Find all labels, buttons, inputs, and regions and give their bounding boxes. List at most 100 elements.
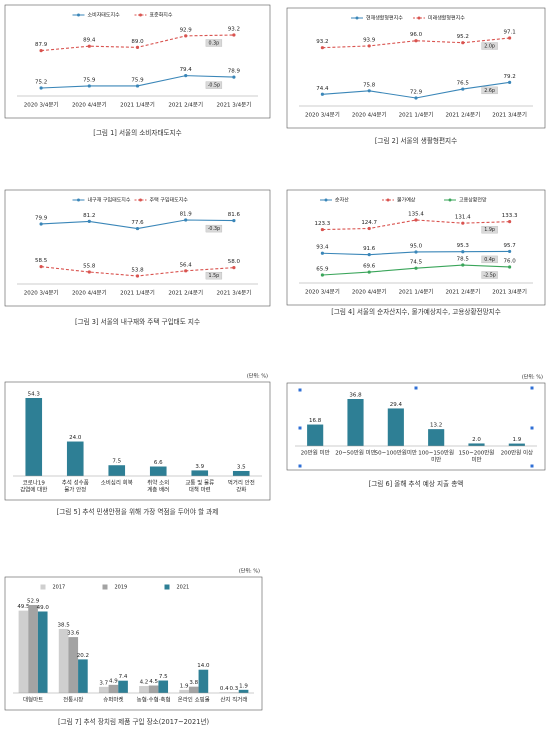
value-label: 95.2 <box>457 34 469 40</box>
value-label: 54.3 <box>28 392 41 398</box>
value-label: 135.4 <box>408 212 424 218</box>
value-label: 92.9 <box>180 27 193 33</box>
legend-label: 소비자태도지수 <box>88 12 121 19</box>
value-label: 97.1 <box>503 30 515 36</box>
bar <box>118 680 128 693</box>
bar <box>219 692 230 693</box>
point <box>508 80 512 84</box>
point <box>87 270 91 274</box>
category-label: 2021 1/4분기 <box>399 111 434 119</box>
annotation: 2.6p <box>484 88 495 94</box>
bar <box>188 686 199 693</box>
bar <box>191 470 209 476</box>
point <box>320 251 324 255</box>
category-label: 2020 3/4분기 <box>24 289 59 297</box>
value-label: 7.5 <box>159 674 168 680</box>
category-label: 200만원 이상 <box>501 449 534 457</box>
point <box>39 86 43 90</box>
value-label: 124.7 <box>361 220 377 226</box>
category-label: 먹거리 안전 <box>228 479 255 487</box>
value-label: 58.5 <box>35 258 48 264</box>
value-label: 0.4 <box>220 686 229 692</box>
value-label: 75.9 <box>131 77 144 83</box>
point <box>367 44 371 48</box>
caption: [그림 2] 서울의 생활형편지수 <box>375 136 457 145</box>
value-label: 76.0 <box>503 259 516 265</box>
point <box>414 96 418 100</box>
value-label: 20.2 <box>77 653 89 659</box>
chart-frame <box>286 189 546 306</box>
legend-label: 2017 <box>53 585 66 591</box>
chart-frame <box>4 576 263 711</box>
series-line <box>322 37 510 49</box>
point <box>320 92 324 96</box>
category-label: 대책 마련 <box>189 486 211 494</box>
point <box>135 45 140 49</box>
value-label: 77.6 <box>131 220 144 226</box>
chart-frame <box>4 381 271 501</box>
value-label: 79.2 <box>503 74 515 80</box>
legend-label: 내구재 구입태도지수 <box>88 197 131 204</box>
bar <box>98 686 109 693</box>
point <box>367 270 371 274</box>
category-label: 2021 2/4분기 <box>445 288 480 296</box>
category-label: 2020 4/4분기 <box>352 111 387 119</box>
legend-label: 현재생활형편지수 <box>366 15 403 22</box>
category-label: 감염에 대한 <box>20 486 47 494</box>
legend-marker <box>139 198 142 202</box>
annotation: 2.0p <box>484 44 495 50</box>
value-label: 79.4 <box>180 67 193 73</box>
category-label: 코로나19 <box>23 479 46 487</box>
value-label: 16.8 <box>309 418 322 424</box>
category-label: 150~200만원 <box>459 449 495 457</box>
point <box>87 84 91 88</box>
bar <box>307 424 324 446</box>
value-label: 78.9 <box>228 69 241 75</box>
point <box>414 218 418 222</box>
category-label: 2020 3/4분기 <box>305 288 340 296</box>
value-label: 56.4 <box>180 262 193 268</box>
legend-label: 표준화지수 <box>150 12 173 19</box>
value-label: 72.9 <box>410 90 423 96</box>
legend-label: 물가예상 <box>397 197 416 204</box>
category-label: 전통시장 <box>63 696 83 704</box>
value-label: 55.8 <box>83 264 96 270</box>
value-label: 78.5 <box>457 257 470 263</box>
value-label: 123.3 <box>315 221 331 227</box>
value-label: 69.6 <box>363 264 376 270</box>
value-label: 81.6 <box>228 212 241 218</box>
category-label: 2020 4/4분기 <box>72 289 107 297</box>
legend-marker <box>386 198 390 202</box>
bar <box>149 466 167 476</box>
value-label: 3.5 <box>237 464 246 470</box>
annotation: 1.5p <box>209 273 220 279</box>
value-label: 24.0 <box>69 435 82 441</box>
handle-dot <box>298 464 302 468</box>
point <box>414 266 418 270</box>
annotation-box <box>205 224 223 233</box>
bar <box>428 429 445 446</box>
point <box>184 34 188 38</box>
bar <box>28 605 38 693</box>
category-label: 2021 2/4분기 <box>168 289 203 297</box>
category-label: 20~50만원 미만 <box>335 449 376 457</box>
value-label: 76.5 <box>457 81 470 87</box>
legend-marker <box>355 16 359 20</box>
legend-label: 2019 <box>115 585 128 591</box>
caption: [그림 6] 올해 추석 예상 지출 총액 <box>369 479 464 488</box>
legend-marker <box>77 13 80 17</box>
point <box>367 89 371 93</box>
bar <box>108 684 119 693</box>
value-label: 91.6 <box>363 246 376 252</box>
point <box>508 36 512 40</box>
bar <box>78 659 88 693</box>
value-label: 4.2 <box>140 680 149 686</box>
value-label: 96.0 <box>410 32 423 38</box>
category-label: 물가 안정 <box>64 486 86 494</box>
annotation: 0.3p <box>209 41 220 47</box>
bar <box>18 610 29 693</box>
point <box>461 221 465 225</box>
value-label: 74.5 <box>410 260 423 266</box>
value-label: 87.9 <box>35 42 48 48</box>
value-label: 79.9 <box>35 215 48 221</box>
